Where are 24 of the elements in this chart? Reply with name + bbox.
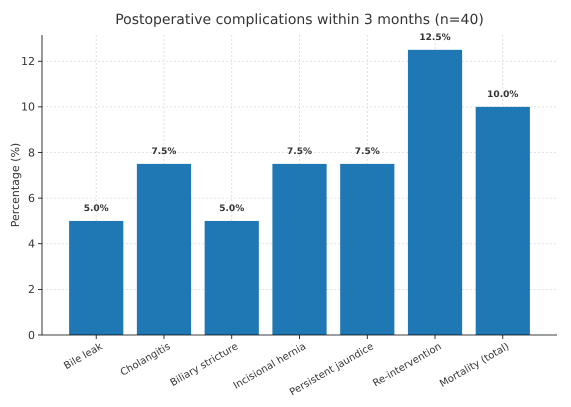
y-tick-label: 2	[28, 283, 35, 296]
data-label: 5.0%	[84, 204, 109, 214]
x-tick-label: Bile leak	[62, 341, 105, 372]
bar	[136, 164, 192, 335]
bar	[476, 106, 530, 335]
data-label: 7.5%	[151, 146, 176, 157]
bar	[69, 220, 124, 335]
y-tick-label: 0	[28, 328, 35, 342]
chart-title: Postoperative complications within 3 months (n=40)	[115, 12, 484, 28]
data-label: 5.0%	[219, 204, 244, 214]
data-label: 7.5%	[287, 146, 312, 157]
y-tick-label: 8	[28, 146, 35, 160]
y-tick-label: 12	[21, 55, 35, 68]
bar	[408, 50, 462, 335]
y-tick-label: 6	[28, 192, 35, 205]
data-label: 12.5%	[419, 32, 451, 43]
bar	[340, 164, 394, 335]
bar	[204, 220, 259, 335]
y-tick-label: 10	[21, 100, 35, 114]
data-label: 7.5%	[354, 146, 380, 157]
bar	[272, 164, 327, 335]
y-tick-label: 4	[28, 238, 35, 251]
y-axis-title: Percentage (%)	[9, 142, 22, 228]
data-label: 10.0%	[487, 90, 518, 100]
